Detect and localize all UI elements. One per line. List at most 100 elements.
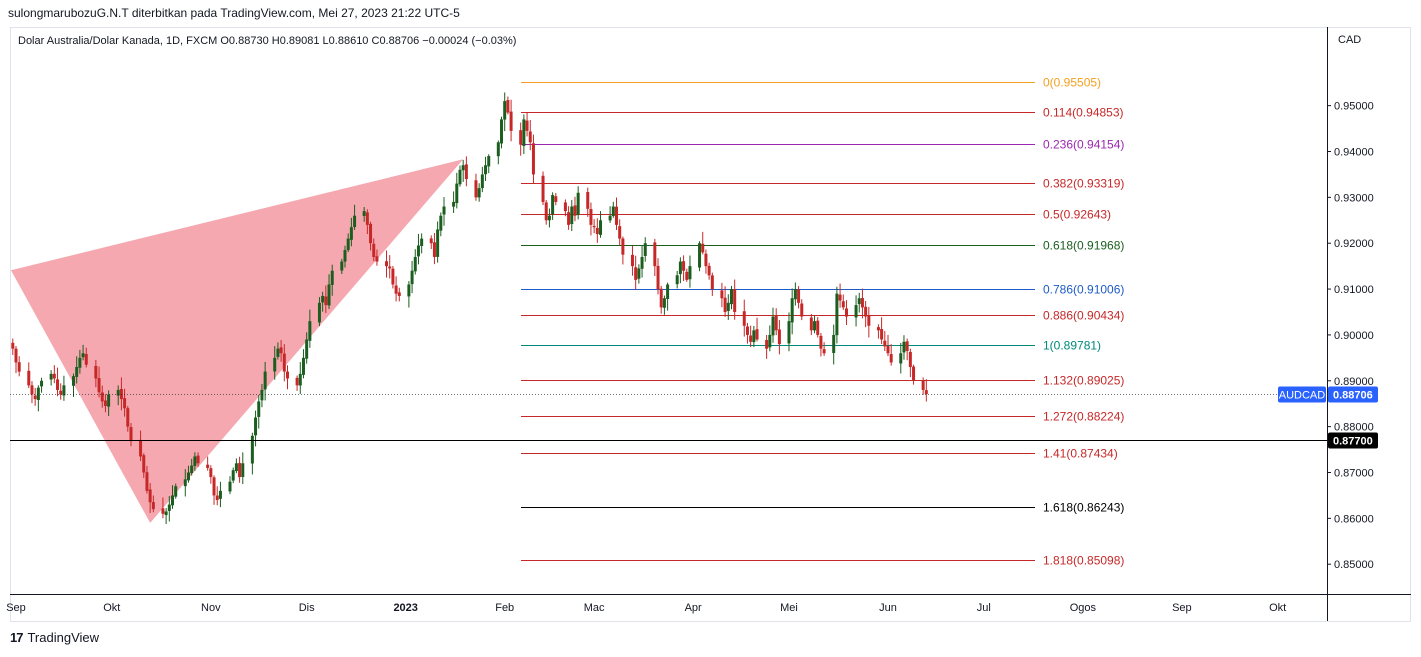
candle-body [729,289,733,305]
candle-body [391,268,395,285]
candle [429,235,433,249]
candle-body [528,131,532,143]
candle-body [394,285,398,294]
current-price-label: 0.88706 [1333,390,1373,402]
candle-body [630,254,634,267]
candle [340,258,344,275]
candle-body [666,284,670,299]
candle [148,483,152,513]
candle-body [186,472,190,481]
x-tick-label: Jun [879,602,897,614]
candle-body [682,261,686,271]
candle-body [771,316,775,336]
candle-body [30,385,34,395]
candle-body [193,456,197,467]
candle-body [867,315,871,326]
candle-body [662,298,666,308]
candle-body [698,243,702,268]
y-tick-label: 0.86000 [1334,513,1374,525]
fib-level-label: 0.618(0.91968) [1043,239,1124,253]
candle [678,257,682,284]
symbol-tag-label: AUDCAD [1279,390,1326,402]
candle-body [250,435,254,464]
candle [637,264,641,284]
candle [30,381,34,404]
candle [902,335,906,360]
candle-body [701,243,705,253]
candle [675,270,679,289]
candle-body [11,342,15,349]
candle-body [477,188,481,198]
candle-body [129,427,133,441]
candle-body [570,206,574,224]
candle-body [171,495,175,506]
fib-level-label: 0(0.95505) [1043,76,1101,90]
candle-body [436,229,440,257]
candle [273,346,277,380]
candle [487,154,491,174]
candle-body [567,212,571,225]
candle-body [841,301,845,308]
candle [832,324,836,365]
candle-body [880,329,884,340]
candle [183,469,187,497]
candle-body [410,270,414,285]
candle-body [71,376,75,386]
candle-body [832,334,836,353]
candle [218,481,222,508]
candle-body [327,284,331,306]
candle [630,245,634,276]
candle [416,233,420,265]
candle [688,255,692,288]
candle-body [56,379,60,390]
candle-body [439,215,443,231]
candle [301,349,305,379]
change-value: −0.00024 (−0.03%) [422,35,517,47]
y-tick-label: 0.90000 [1334,330,1374,342]
candle-body [487,156,491,167]
candle [286,365,290,390]
candle [474,173,478,201]
candle-body [49,373,53,380]
candle-body [480,174,484,189]
candle [525,112,529,137]
candle-body [190,465,194,474]
candle [733,279,737,320]
candle [576,186,580,220]
candle-body [640,256,644,269]
candle-body [704,253,708,267]
candle [704,249,708,274]
candle [876,324,880,339]
candle-body [321,295,325,303]
currency-label: CAD [1338,34,1361,46]
candle [519,122,523,156]
candle [698,241,702,272]
candle [394,276,398,302]
candle [729,285,733,310]
candle-body [385,261,389,267]
brand-name: TradingView [27,630,100,645]
candle-body [653,242,657,267]
candle [33,387,37,406]
candle [742,299,746,337]
candle [544,200,548,225]
candle-body [353,215,357,228]
candle [151,495,155,513]
x-tick-label: 2023 [393,602,417,614]
candle-body [547,215,551,221]
candle-body [765,340,769,349]
candle [889,344,893,366]
fib-level-label: 0.5(0.92643) [1043,208,1111,222]
candle-body [317,302,321,323]
candle-body [305,339,309,359]
candle-body [212,477,216,496]
candle [452,191,456,213]
candle-body [544,202,548,221]
candle-body [809,317,813,331]
candle [503,92,507,132]
candle-body [206,464,210,468]
x-tick-label: Mei [780,602,798,614]
candle-body [707,265,711,276]
candle [509,99,513,142]
